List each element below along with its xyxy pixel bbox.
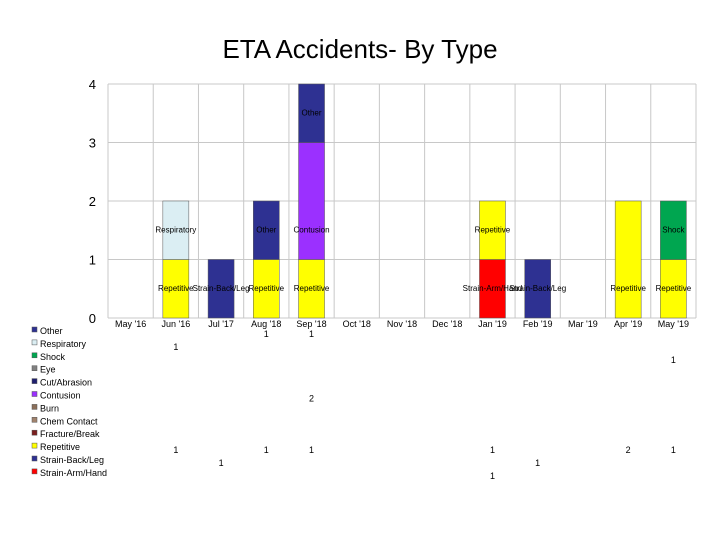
bar-segment	[207, 259, 235, 319]
x-tick-label: May '16	[115, 319, 146, 329]
bar-segment	[479, 200, 506, 260]
table-value: 1	[264, 329, 269, 339]
segment-label: Repetitive	[656, 284, 692, 293]
table-value: 1	[309, 329, 314, 339]
bar-segment	[298, 83, 325, 143]
table-value: 2	[626, 445, 631, 455]
legend-entry: Contusion	[40, 391, 81, 401]
legend-entry: Other	[40, 326, 63, 336]
bar-segment	[524, 259, 551, 319]
table-value: 1	[173, 445, 178, 455]
y-tick-label: 2	[89, 194, 96, 209]
table-value: 1	[535, 458, 540, 468]
legend-swatch	[31, 442, 38, 449]
legend-swatch	[31, 378, 38, 384]
segment-label: Contusion	[294, 226, 330, 235]
segment-label: Repetitive	[475, 226, 511, 235]
bar-segment	[660, 200, 687, 260]
x-tick-label: Aug '18	[251, 319, 281, 329]
bar-segment	[479, 259, 506, 319]
table-value: 1	[173, 342, 178, 352]
segment-label: Repetitive	[158, 284, 194, 293]
legend-swatch	[31, 365, 38, 371]
axes: 0 1 2 3 4 May '16 Jun '16 Jul '17 Aug '18 Sep '18…	[89, 77, 689, 329]
table-value: 1	[219, 458, 224, 468]
table-value: 1	[671, 355, 676, 365]
legend-entry: Strain-Arm/Hand	[40, 468, 107, 478]
segment-label: Repetitive	[249, 284, 285, 293]
bar-segment	[253, 200, 280, 260]
bar-segment	[298, 259, 325, 319]
segment-label: Repetitive	[610, 284, 646, 293]
x-tick-label: Nov '18	[387, 319, 417, 329]
x-tick-label: Mar '19	[568, 319, 598, 329]
legend-swatch	[31, 468, 38, 475]
table-value: 1	[490, 445, 495, 455]
legend-entry: Strain-Back/Leg	[40, 455, 104, 465]
y-tick-label: 0	[89, 311, 96, 326]
bar-segment	[162, 259, 190, 319]
legend-entry: Cut/Abrasion	[40, 378, 92, 388]
legend-swatch	[31, 429, 38, 436]
legend-swatch	[31, 352, 38, 359]
legend-swatch	[31, 404, 38, 410]
table-value: 2	[309, 394, 314, 404]
legend-entry: Fracture/Break	[40, 429, 100, 439]
y-tick-label: 4	[89, 77, 96, 92]
segment-label: Shock	[662, 226, 685, 235]
legend-entry: Chem Contact	[40, 416, 98, 426]
legend-swatch	[31, 339, 38, 346]
table-value: 1	[490, 471, 495, 481]
x-tick-label: Oct '18	[343, 319, 371, 329]
x-tick-label: Apr '19	[614, 319, 642, 329]
x-tick-label: Sep '18	[296, 319, 326, 329]
bar-segment	[162, 200, 190, 260]
gridlines	[107, 83, 697, 319]
legend-entry: Burn	[40, 403, 59, 413]
x-tick-label: Jul '17	[208, 319, 234, 329]
x-tick-label: Jun '16	[161, 319, 190, 329]
table-value: 1	[309, 445, 314, 455]
legend-entry: Shock	[40, 352, 66, 362]
x-tick-label: May '19	[658, 319, 689, 329]
legend-swatch	[31, 326, 38, 333]
table-value: 1	[264, 445, 269, 455]
segment-label: Strain-Arm/Hand	[463, 284, 523, 293]
bar-segment	[614, 200, 642, 319]
segment-label: Respiratory	[155, 226, 196, 235]
legend-swatch	[31, 455, 38, 462]
segment-label: Other	[302, 109, 322, 118]
data-table: Other 1 1 Respiratory 1 Shock 1 Eye Cut/Abrasion…	[31, 326, 676, 481]
bars	[162, 83, 687, 319]
segment-label: Other	[256, 226, 276, 235]
legend-entry: Eye	[40, 365, 56, 375]
segment-label: Strain-Back/Leg	[509, 284, 566, 293]
legend-entry: Respiratory	[40, 339, 87, 349]
legend-swatch	[31, 391, 38, 397]
segment-label: Strain-Back/Leg	[193, 284, 250, 293]
bar-segment	[660, 259, 687, 319]
y-tick-label: 1	[89, 253, 96, 268]
legend-swatch	[31, 417, 38, 423]
chart-title: ETA Accidents- By Type	[222, 34, 498, 64]
x-tick-label: Feb '19	[523, 319, 553, 329]
table-value: 1	[671, 445, 676, 455]
segment-labels: RepetitiveRespiratoryStrain-Back/LegRepe…	[155, 109, 691, 294]
y-tick-label: 3	[89, 136, 96, 151]
bar-segment	[298, 142, 325, 260]
segment-label: Repetitive	[294, 284, 330, 293]
legend-entry: Repetitive	[40, 442, 80, 452]
x-tick-label: Jan '19	[478, 319, 507, 329]
x-tick-label: Dec '18	[432, 319, 462, 329]
